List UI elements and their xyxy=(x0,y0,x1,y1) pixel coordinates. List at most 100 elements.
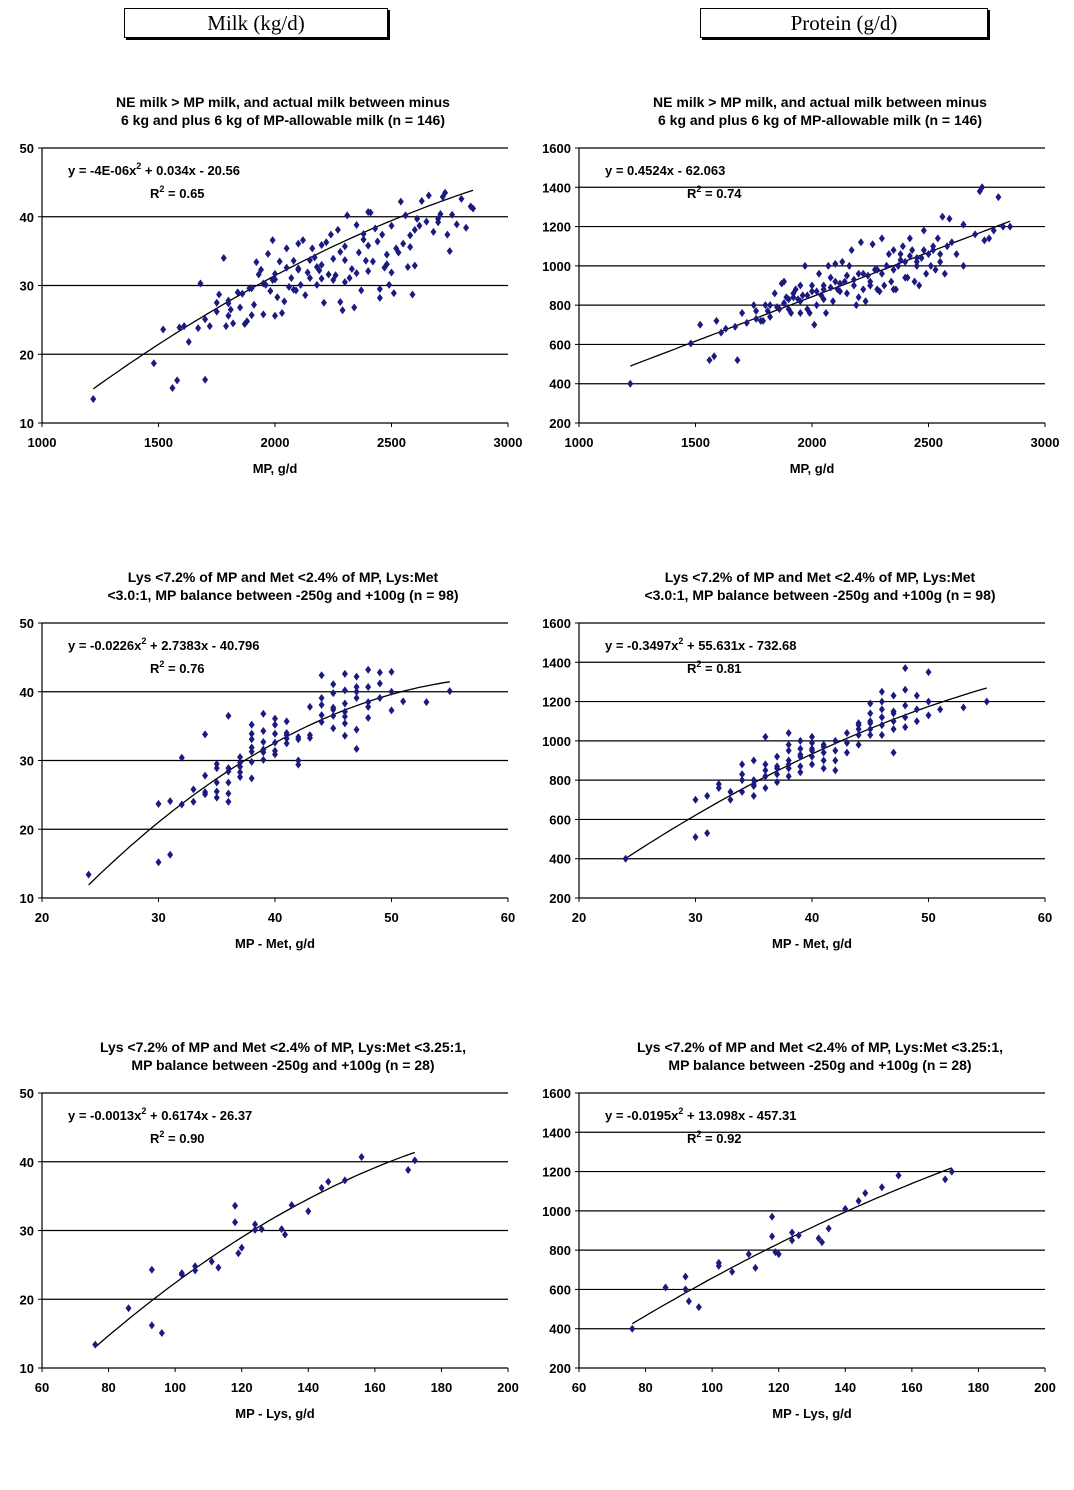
x-tick-label: 200 xyxy=(497,1380,519,1395)
data-point xyxy=(235,1249,242,1258)
data-point xyxy=(397,197,404,206)
data-point xyxy=(913,705,920,714)
data-point xyxy=(283,244,290,253)
data-point xyxy=(895,1171,902,1180)
y-tick-label: 40 xyxy=(20,1155,34,1170)
data-point xyxy=(855,740,862,749)
data-point xyxy=(388,221,395,230)
data-point xyxy=(937,250,944,259)
data-point xyxy=(809,732,815,741)
data-point xyxy=(815,269,822,278)
data-point xyxy=(888,277,895,286)
data-point xyxy=(832,736,839,745)
data-point xyxy=(848,246,855,255)
data-point xyxy=(318,693,325,702)
data-point xyxy=(897,255,904,264)
data-point xyxy=(890,246,897,255)
data-point xyxy=(804,291,811,300)
y-tick-label: 20 xyxy=(20,822,34,837)
data-point xyxy=(855,269,862,278)
r-squared-label: R2 = 0.74 xyxy=(687,184,742,201)
data-point xyxy=(932,265,939,274)
data-point xyxy=(365,665,372,674)
x-tick-label: 3000 xyxy=(1031,435,1060,450)
data-point xyxy=(789,1228,796,1237)
data-point xyxy=(225,789,232,798)
data-point xyxy=(820,756,827,765)
data-point xyxy=(295,760,302,769)
data-point xyxy=(213,778,220,787)
data-point xyxy=(323,238,330,247)
chart-protein-vs-mp: NE milk > MP milk, and actual milk betwe… xyxy=(542,94,1060,476)
data-point xyxy=(797,762,804,771)
data-point xyxy=(622,854,629,863)
y-tick-label: 400 xyxy=(549,852,571,867)
data-point xyxy=(711,352,718,361)
data-point xyxy=(365,713,372,722)
data-point xyxy=(834,285,841,294)
data-point xyxy=(181,322,188,331)
data-point xyxy=(739,787,746,796)
data-point xyxy=(864,271,871,280)
data-point xyxy=(990,226,997,235)
data-point xyxy=(813,301,820,310)
data-point xyxy=(353,672,360,681)
data-point xyxy=(785,772,792,781)
data-point xyxy=(713,316,720,325)
data-point xyxy=(213,787,220,796)
data-point xyxy=(223,322,230,331)
data-point xyxy=(365,702,372,711)
data-point xyxy=(386,280,393,289)
data-point xyxy=(878,705,885,714)
milk-column-header: Milk (kg/d) xyxy=(124,8,388,38)
x-tick-label: 3000 xyxy=(494,435,523,450)
data-point xyxy=(874,265,881,274)
data-point xyxy=(704,829,711,838)
x-tick-label: 50 xyxy=(384,910,398,925)
data-point xyxy=(913,254,920,262)
data-point xyxy=(330,254,337,263)
data-point xyxy=(272,729,278,738)
data-point xyxy=(843,271,850,280)
data-point xyxy=(225,767,232,776)
y-tick-label: 10 xyxy=(20,1361,34,1376)
data-point xyxy=(388,667,395,676)
data-point xyxy=(883,261,890,270)
data-point xyxy=(902,257,909,266)
data-point xyxy=(295,264,302,273)
data-point xyxy=(792,285,799,294)
data-point xyxy=(411,1156,418,1165)
data-point xyxy=(365,241,372,250)
trendline xyxy=(88,681,450,886)
y-tick-label: 600 xyxy=(549,1282,571,1297)
data-point xyxy=(358,286,365,295)
data-point xyxy=(337,298,344,306)
data-point xyxy=(832,766,839,775)
data-point xyxy=(444,230,451,239)
data-point xyxy=(311,253,318,262)
data-point xyxy=(411,261,418,270)
data-point xyxy=(248,774,255,783)
data-point xyxy=(682,1285,689,1294)
data-point xyxy=(715,1261,722,1270)
data-point xyxy=(202,730,209,739)
data-point xyxy=(288,1201,295,1210)
data-point xyxy=(785,729,792,737)
chart-title-line: 6 kg and plus 6 kg of MP-allowable milk … xyxy=(121,112,445,128)
x-axis-label: MP - Lys, g/d xyxy=(772,1406,852,1421)
data-point xyxy=(341,686,348,695)
data-point xyxy=(809,738,815,747)
data-point xyxy=(890,748,897,757)
data-point xyxy=(789,1236,796,1245)
data-point xyxy=(318,240,325,249)
data-point xyxy=(225,797,232,806)
data-point xyxy=(820,748,827,757)
chart-title-line: Lys <7.2% of MP and Met <2.4% of MP, Lys… xyxy=(665,569,976,585)
data-point xyxy=(330,680,337,689)
data-point xyxy=(890,709,897,718)
data-point xyxy=(416,221,423,230)
data-point xyxy=(260,726,267,735)
data-point xyxy=(260,748,267,757)
data-point xyxy=(325,270,332,279)
data-point xyxy=(208,1257,215,1266)
